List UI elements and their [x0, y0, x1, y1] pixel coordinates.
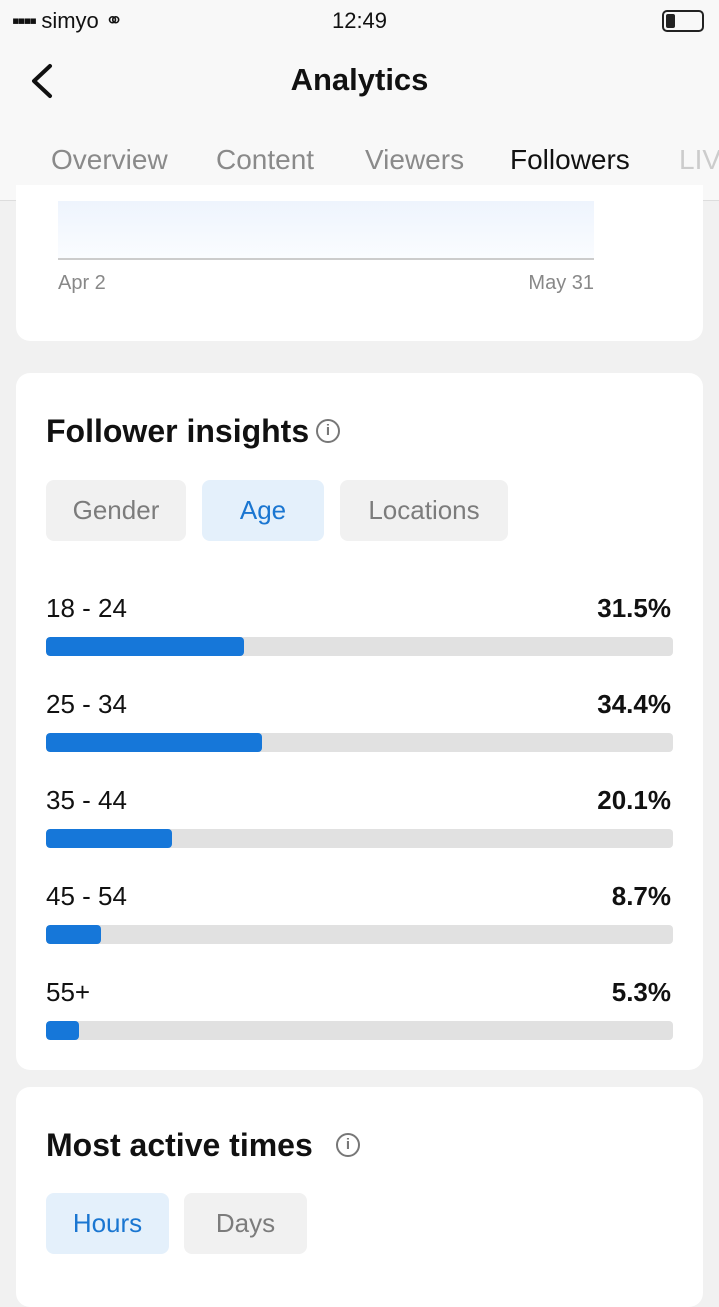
bar-track: [46, 925, 673, 944]
bar-track: [46, 733, 673, 752]
category-label: 55+: [46, 977, 91, 1007]
value-label: 8.7%: [611, 881, 671, 911]
carrier: simyo: [41, 8, 99, 33]
tab[interactable]: Overview: [51, 144, 168, 175]
value-label: 5.3%: [611, 977, 671, 1007]
bar: [46, 1021, 80, 1040]
bar: [46, 829, 173, 848]
filter-pill[interactable]: Days: [184, 1193, 307, 1254]
section-title: Follower insights: [46, 413, 310, 449]
filter-pill[interactable]: Gender: [46, 480, 186, 541]
axis-line: [58, 258, 594, 260]
tab[interactable]: Content: [216, 144, 315, 175]
category-label: 45 - 54: [46, 881, 127, 911]
info-icon[interactable]: i: [316, 419, 340, 443]
bar-track: [46, 829, 673, 848]
value-label: 20.1%: [597, 785, 671, 815]
filter-pill[interactable]: Locations: [340, 480, 508, 541]
category-label: 35 - 44: [46, 785, 127, 815]
info-icon[interactable]: i: [336, 1133, 360, 1157]
x-label: Apr 2: [58, 272, 106, 294]
active-times-card: Most active times i Hours Days: [16, 1087, 703, 1307]
tab[interactable]: LIV: [679, 144, 719, 175]
trend-card: Apr 2 May 31: [16, 185, 703, 341]
tab-active[interactable]: Followers: [510, 144, 630, 175]
filter-pill-active[interactable]: Age: [202, 480, 324, 541]
value-label: 31.5%: [597, 593, 671, 623]
bar: [46, 925, 101, 944]
trend-area: [58, 201, 594, 258]
status-left: ▪▪▪▪ simyo ⚭: [12, 8, 124, 33]
bar-track: [46, 637, 673, 656]
value-label: 34.4%: [597, 689, 671, 719]
back-button[interactable]: [28, 62, 56, 100]
follower-insights-card: Follower insights i Gender Age Locations…: [16, 373, 703, 1070]
bar: [46, 637, 244, 656]
x-label: May 31: [528, 272, 594, 294]
page-title: Analytics: [290, 62, 429, 97]
header-bar: [0, 0, 719, 201]
bar: [46, 733, 262, 752]
category-label: 25 - 34: [46, 689, 127, 719]
battery: [662, 10, 704, 32]
clock: 12:49: [331, 8, 388, 33]
category-label: 18 - 24: [46, 593, 127, 623]
bar-track: [46, 1021, 673, 1040]
tab[interactable]: Viewers: [365, 144, 465, 175]
section-title: Most active times: [46, 1127, 313, 1163]
filter-pill-active[interactable]: Hours: [46, 1193, 169, 1254]
